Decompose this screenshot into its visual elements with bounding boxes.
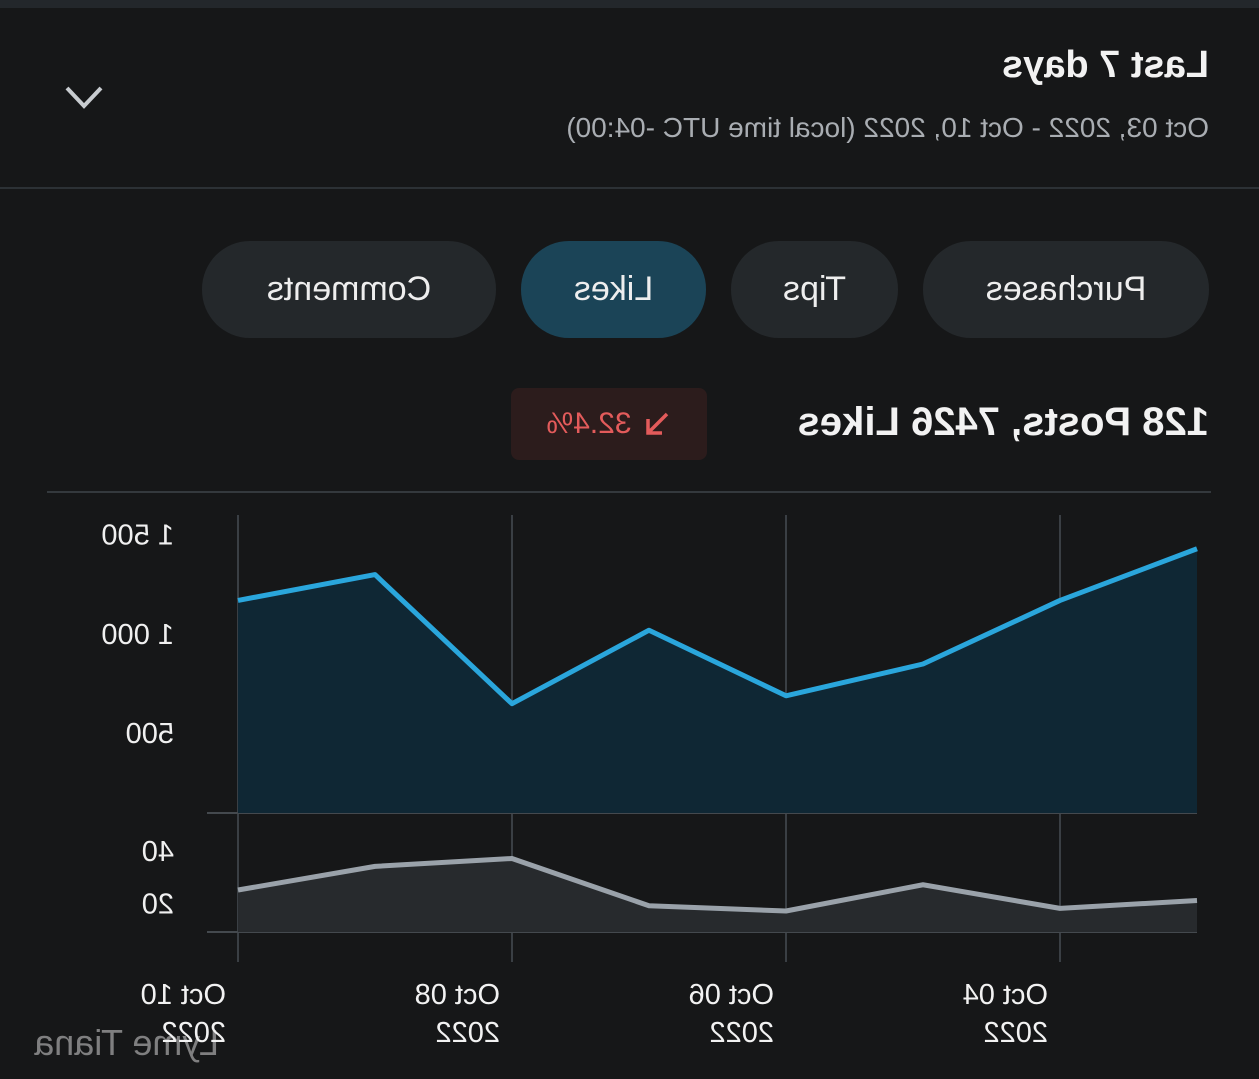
down-arrow: [645, 412, 668, 435]
line: [237, 856, 1198, 914]
x-tick-label: Oct 04 2022: [962, 979, 1048, 1049]
x-tick-label: Oct 08 2022: [414, 979, 500, 1049]
area: [238, 858, 1197, 932]
y-tick-label: 500: [126, 718, 174, 750]
chevron[interactable]: [59, 78, 109, 118]
x-tick-label: Oct 10 2022: [140, 979, 226, 1049]
change-badge: 32.4%: [511, 388, 707, 460]
line: [237, 546, 1198, 707]
area: [238, 548, 1197, 813]
y-tick-label: 20: [142, 888, 174, 920]
y-tick-label: 1 500: [101, 520, 174, 552]
x-tick-label: Oct 06 2022: [688, 979, 774, 1049]
y-tick-label: 1 000: [101, 619, 174, 651]
y-tick-label: 40: [142, 836, 174, 868]
